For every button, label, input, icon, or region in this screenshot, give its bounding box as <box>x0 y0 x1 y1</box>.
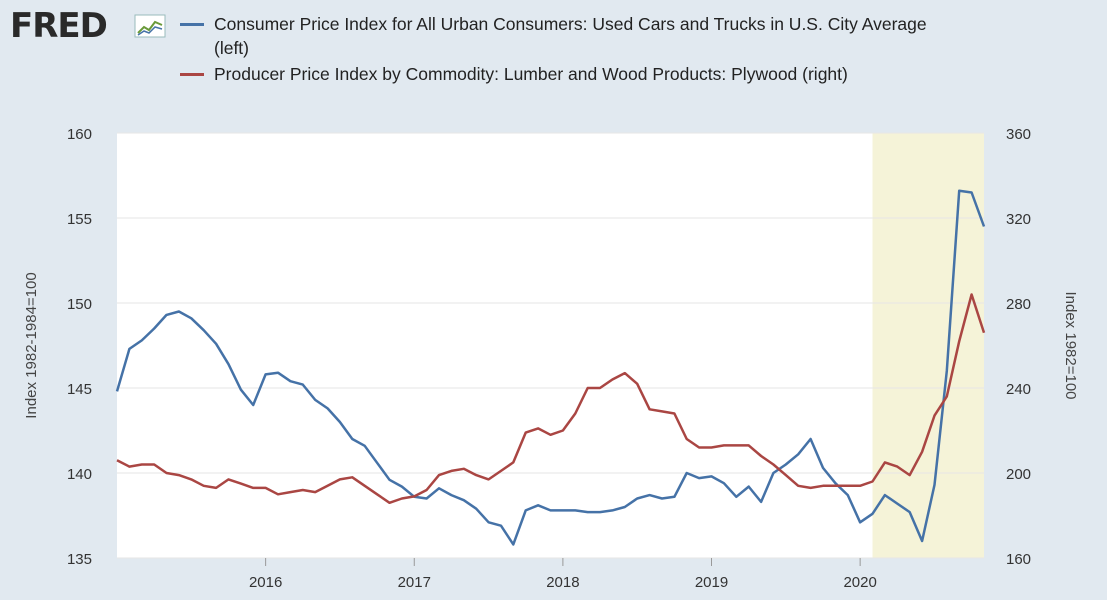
legend-item-ppi[interactable]: Producer Price Index by Commodity: Lumbe… <box>180 62 940 86</box>
x-tick-label: 2017 <box>398 574 431 591</box>
y-left-tick-label: 155 <box>67 211 92 228</box>
cpi-used-cars-line <box>115 189 986 546</box>
y-right-tick-label: 160 <box>1006 551 1031 568</box>
legend-label-cpi: Consumer Price Index for All Urban Consu… <box>214 14 927 58</box>
y-right-tick-label: 200 <box>1006 466 1031 483</box>
y-right-tick-label: 280 <box>1006 296 1031 313</box>
y-left-tick-label: 140 <box>67 466 92 483</box>
legend-swatch-ppi <box>180 73 204 76</box>
ppi-plywood-line <box>116 293 986 505</box>
legend-item-cpi[interactable]: Consumer Price Index for All Urban Consu… <box>180 12 940 60</box>
legend-swatch-cpi <box>180 23 204 26</box>
line-chart-icon <box>134 14 168 45</box>
y-right-tick-label: 360 <box>1006 126 1031 143</box>
x-tick-label: 2016 <box>249 574 282 591</box>
y-right-tick-label: 320 <box>1006 211 1031 228</box>
y-right-tick-label: 240 <box>1006 381 1031 398</box>
y-left-axis-label: Index 1982-1984=100 <box>23 272 40 418</box>
plot-area <box>117 133 984 558</box>
x-tick-label: 2018 <box>546 574 579 591</box>
y-right-axis-label: Index 1982=100 <box>1062 291 1079 399</box>
x-tick-label: 2020 <box>843 574 876 591</box>
y-left-tick-label: 160 <box>67 126 92 143</box>
chart-legend: Consumer Price Index for All Urban Consu… <box>180 12 940 88</box>
y-left-tick-label: 150 <box>67 296 92 313</box>
y-left-tick-label: 135 <box>67 551 92 568</box>
y-left-tick-label: 145 <box>67 381 92 398</box>
legend-label-ppi: Producer Price Index by Commodity: Lumbe… <box>214 64 848 84</box>
recession-shading <box>872 133 984 558</box>
x-tick-label: 2019 <box>695 574 728 591</box>
fred-logo[interactable]: FRED <box>10 6 108 46</box>
